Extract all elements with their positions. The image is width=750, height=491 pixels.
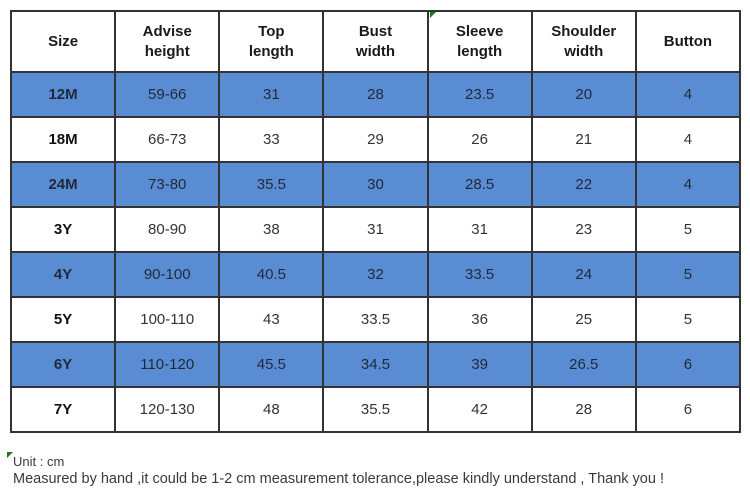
value-cell: 6 (634, 386, 742, 433)
value-cell: 24 (530, 251, 637, 298)
column-header: Advise height (114, 10, 221, 73)
value-cell: 59-66 (114, 71, 221, 118)
value-cell: 33 (218, 116, 325, 163)
size-cell: 3Y (9, 206, 117, 253)
value-cell: 5 (634, 296, 742, 343)
value-cell: 45.5 (218, 341, 325, 388)
table-row: 12M 59-66 31 28 23.5 20 4 (9, 71, 742, 118)
value-cell: 33.5 (426, 251, 533, 298)
value-cell: 110-120 (114, 341, 221, 388)
value-cell: 22 (530, 161, 637, 208)
size-cell: 6Y (9, 341, 117, 388)
value-cell: 73-80 (114, 161, 221, 208)
value-cell: 80-90 (114, 206, 221, 253)
column-header: Button (634, 10, 742, 73)
size-cell: 18M (9, 116, 117, 163)
value-cell: 36 (426, 296, 533, 343)
size-cell: 24M (9, 161, 117, 208)
value-cell: 21 (530, 116, 637, 163)
column-header: Shoulder width (530, 10, 637, 73)
value-cell: 31 (322, 206, 429, 253)
table-row: 6Y 110-120 45.5 34.5 39 26.5 6 (9, 341, 742, 388)
value-cell: 25 (530, 296, 637, 343)
table-row: 5Y 100-110 43 33.5 36 25 5 (9, 296, 742, 343)
unit-note: Unit : cm (13, 454, 65, 469)
value-cell: 35.5 (218, 161, 325, 208)
size-cell: 4Y (9, 251, 117, 298)
value-cell: 26 (426, 116, 533, 163)
value-cell: 5 (634, 251, 742, 298)
table-row: 18M 66-73 33 29 26 21 4 (9, 116, 742, 163)
column-header: Top length (218, 10, 325, 73)
value-cell: 66-73 (114, 116, 221, 163)
table-row: 24M 73-80 35.5 30 28.5 22 4 (9, 161, 742, 208)
value-cell: 28 (322, 71, 429, 118)
value-cell: 23.5 (426, 71, 533, 118)
value-cell: 29 (322, 116, 429, 163)
value-cell: 42 (426, 386, 533, 433)
tolerance-note: Measured by hand ,it could be 1-2 cm mea… (13, 471, 664, 487)
size-chart-table: Size Advise height Top length Bust width Sle… (9, 10, 742, 433)
table-row: 4Y 90-100 40.5 32 33.5 24 5 (9, 251, 742, 298)
table-row: 3Y 80-90 38 31 31 23 5 (9, 206, 742, 253)
value-cell: 35.5 (322, 386, 429, 433)
size-cell: 5Y (9, 296, 117, 343)
value-cell: 20 (530, 71, 637, 118)
header-row: Size Advise height Top length Bust width Sle… (9, 10, 742, 73)
value-cell: 28.5 (426, 161, 533, 208)
value-cell: 6 (634, 341, 742, 388)
value-cell: 31 (426, 206, 533, 253)
value-cell: 33.5 (322, 296, 429, 343)
value-cell: 39 (426, 341, 533, 388)
column-header: Sleeve length (426, 10, 533, 73)
cell-corner-marker-icon (7, 452, 13, 458)
value-cell: 43 (218, 296, 325, 343)
value-cell: 34.5 (322, 341, 429, 388)
value-cell: 38 (218, 206, 325, 253)
column-header: Size (9, 10, 117, 73)
table-header: Size Advise height Top length Bust width Sle… (9, 10, 742, 73)
value-cell: 5 (634, 206, 742, 253)
table-body: 12M 59-66 31 28 23.5 20 4 18M 66-73 33 29 26 21 4 24M 7… (9, 71, 742, 433)
value-cell: 30 (322, 161, 429, 208)
size-cell: 7Y (9, 386, 117, 433)
value-cell: 23 (530, 206, 637, 253)
value-cell: 90-100 (114, 251, 221, 298)
value-cell: 4 (634, 161, 742, 208)
value-cell: 31 (218, 71, 325, 118)
table-row: 7Y 120-130 48 35.5 42 28 6 (9, 386, 742, 433)
value-cell: 32 (322, 251, 429, 298)
value-cell: 100-110 (114, 296, 221, 343)
value-cell: 4 (634, 71, 742, 118)
value-cell: 28 (530, 386, 637, 433)
cell-corner-marker-icon (430, 12, 436, 18)
value-cell: 48 (218, 386, 325, 433)
column-header: Bust width (322, 10, 429, 73)
value-cell: 120-130 (114, 386, 221, 433)
value-cell: 26.5 (530, 341, 637, 388)
size-cell: 12M (9, 71, 117, 118)
value-cell: 40.5 (218, 251, 325, 298)
value-cell: 4 (634, 116, 742, 163)
